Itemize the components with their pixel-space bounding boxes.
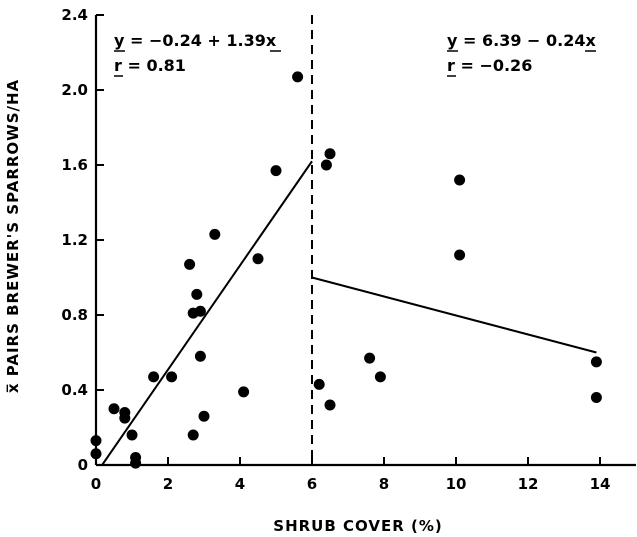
annotation-right: y = 6.39 − 0.24x r = −0.26 [447, 31, 596, 77]
regression-line [101, 160, 313, 466]
y-tick-label: 2.0 [61, 81, 88, 99]
data-point [364, 352, 376, 364]
data-point [324, 399, 336, 411]
y-tick-label: 0 [78, 456, 88, 474]
data-point [90, 448, 102, 460]
data-point [374, 371, 386, 383]
data-point [194, 350, 206, 362]
data-point [166, 371, 178, 383]
data-point [198, 410, 210, 422]
x-tick-label: 0 [91, 475, 101, 493]
annotation-left: y = −0.24 + 1.39x r = 0.81 [114, 31, 281, 77]
y-tick-label: 0.4 [61, 381, 88, 399]
x-tick-label: 2 [163, 475, 173, 493]
x-ticks: 0 2 4 6 8 10 12 14 [91, 457, 611, 493]
x-tick-label: 6 [307, 475, 317, 493]
fit-lines [101, 15, 597, 466]
y-ticks: 0 0.4 0.8 1.2 1.6 2.0 2.4 [61, 6, 104, 474]
regression-line [311, 276, 597, 354]
x-tick-label: 10 [446, 475, 467, 493]
data-point [191, 288, 203, 300]
x-axis-title: SHRUB COVER (%) [273, 517, 442, 535]
y-tick-label: 0.8 [61, 306, 88, 324]
data-point [238, 386, 250, 398]
data-point [292, 71, 304, 83]
x-tick-label: 4 [235, 475, 245, 493]
y-tick-label: 1.6 [61, 156, 88, 174]
data-point [454, 174, 466, 186]
equation-left: y = −0.24 + 1.39x [114, 31, 277, 50]
data-point [90, 435, 102, 447]
data-point [252, 253, 264, 265]
data-point [119, 412, 131, 424]
data-point [270, 165, 282, 177]
y-axis-title: x̅ PAIRS BREWER'S SPARROWS/HA [4, 79, 22, 393]
data-point [324, 148, 336, 160]
data-points [90, 71, 602, 469]
y-tick-label: 2.4 [61, 6, 88, 24]
data-point [194, 305, 206, 317]
data-point [209, 228, 221, 240]
data-point [148, 371, 160, 383]
equation-right: y = 6.39 − 0.24x [447, 31, 596, 50]
x-tick-label: 8 [379, 475, 389, 493]
correlation-left: r = 0.81 [114, 56, 186, 75]
y-tick-label: 1.2 [61, 231, 88, 249]
data-point [130, 457, 142, 469]
data-point [590, 356, 602, 368]
data-point [126, 429, 138, 441]
data-point [187, 429, 199, 441]
x-tick-label: 12 [518, 475, 539, 493]
x-tick-label: 14 [590, 475, 611, 493]
data-point [590, 392, 602, 403]
axes [94, 15, 636, 467]
data-point [108, 403, 120, 415]
correlation-right: r = −0.26 [447, 56, 532, 75]
data-point [313, 378, 325, 390]
data-point [320, 159, 332, 171]
data-point [184, 258, 196, 270]
data-point [454, 249, 466, 261]
